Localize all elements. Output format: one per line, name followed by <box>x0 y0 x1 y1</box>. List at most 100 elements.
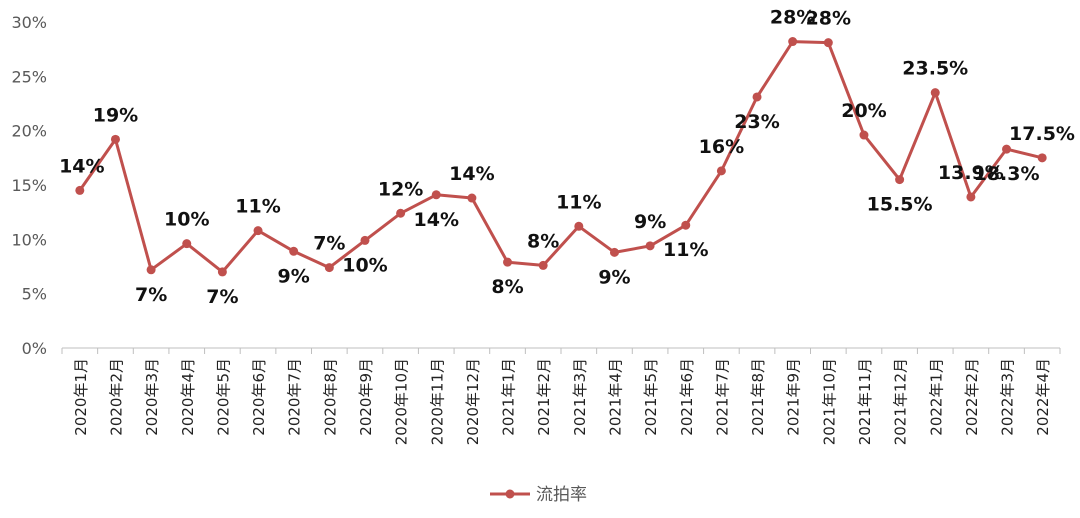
x-tick-label: 2020年4月 <box>179 358 197 436</box>
data-point <box>146 265 156 275</box>
data-point <box>823 38 833 48</box>
data-label: 9% <box>634 211 666 233</box>
x-tick-label: 2021年4月 <box>606 358 624 436</box>
x-tick-label: 2022年4月 <box>1034 358 1052 436</box>
data-point <box>289 246 299 256</box>
y-tick-label: 25% <box>11 67 47 86</box>
x-tick-label: 2021年3月 <box>571 358 589 436</box>
data-point <box>966 192 976 202</box>
data-label: 15.5% <box>867 194 933 216</box>
data-label: 14% <box>59 155 104 177</box>
data-label: 16% <box>699 136 744 158</box>
data-label: 8% <box>491 276 523 298</box>
x-tick-label: 2020年3月 <box>143 358 161 436</box>
data-point <box>360 235 370 245</box>
x-tick-label: 2021年7月 <box>713 358 731 436</box>
x-axis: 2020年1月 2020年2月 2020年3月 2020年4月 2020年5月 2020年… <box>61 348 1061 445</box>
data-label: 12% <box>378 178 423 200</box>
data-point <box>752 92 762 102</box>
x-tick-label: 2020年12月 <box>464 358 482 445</box>
data-point <box>1037 153 1047 163</box>
y-tick-label: 5% <box>22 285 47 304</box>
data-label: 8% <box>527 230 559 252</box>
data-label: 11% <box>235 196 280 218</box>
data-point <box>431 190 441 200</box>
data-label: 11% <box>556 191 601 213</box>
x-tick-label: 2020年7月 <box>286 358 304 436</box>
y-tick-label: 10% <box>11 230 47 249</box>
data-points <box>75 37 1047 277</box>
x-tick-label: 2021年10月 <box>820 358 838 445</box>
data-label: 7% <box>135 284 167 306</box>
x-tick-label: 2022年3月 <box>999 358 1017 436</box>
data-label: 7% <box>313 233 345 255</box>
data-point <box>253 226 263 236</box>
x-tick-label: 2020年10月 <box>393 358 411 445</box>
x-tick-label: 2021年11月 <box>856 358 874 445</box>
data-point <box>182 239 192 249</box>
data-label: 9% <box>278 265 310 287</box>
x-tick-label: 2021年8月 <box>749 358 767 436</box>
x-tick-label: 2022年1月 <box>927 358 945 436</box>
data-point <box>716 166 726 176</box>
y-tick-label: 30% <box>11 13 47 32</box>
data-label: 23.5% <box>902 58 968 80</box>
data-label: 23% <box>734 111 779 133</box>
x-tick-label: 2020年5月 <box>214 358 232 436</box>
x-tick-label: 2020年1月 <box>72 358 90 436</box>
data-label: 9% <box>598 266 630 288</box>
legend-label: 流拍率 <box>536 485 587 505</box>
data-label: 10% <box>342 254 387 276</box>
data-point <box>681 220 691 230</box>
data-label: 13.9% <box>938 162 1004 184</box>
data-point <box>930 88 940 98</box>
x-tick-label: 2020年6月 <box>250 358 268 436</box>
x-tick-label: 2021年1月 <box>500 358 518 436</box>
y-axis: 0% 5% 10% 15% 20% 25% 30% <box>11 13 47 358</box>
data-point <box>396 208 406 218</box>
data-label: 17.5% <box>1009 123 1075 145</box>
data-point <box>645 241 655 251</box>
y-tick-label: 0% <box>22 339 47 358</box>
data-point <box>110 134 120 144</box>
data-point <box>467 193 477 203</box>
data-label: 28% <box>806 8 851 30</box>
data-point <box>859 130 869 140</box>
data-label: 19% <box>93 104 138 126</box>
x-tick-label: 2021年6月 <box>678 358 696 436</box>
data-label: 11% <box>663 239 708 261</box>
legend-marker <box>505 489 515 499</box>
x-tick-label: 2020年8月 <box>321 358 339 436</box>
data-label: 20% <box>841 100 886 122</box>
data-point <box>75 185 85 195</box>
data-point <box>895 175 905 185</box>
data-label: 28% <box>770 7 815 29</box>
x-tick-label: 2020年9月 <box>357 358 375 436</box>
data-point <box>217 267 227 277</box>
x-tick-label: 2020年11月 <box>428 358 446 445</box>
x-tick-label: 2021年12月 <box>892 358 910 445</box>
data-label: 14% <box>414 209 459 231</box>
legend: 流拍率 <box>490 485 587 505</box>
data-label: 10% <box>164 209 209 231</box>
y-tick-label: 15% <box>11 176 47 195</box>
data-point <box>609 247 619 257</box>
data-point <box>324 263 334 273</box>
x-tick-label: 2021年2月 <box>535 358 553 436</box>
data-label: 14% <box>449 163 494 185</box>
data-point <box>574 221 584 231</box>
data-point <box>1002 144 1012 154</box>
data-labels: 14%19%7%10%7%11%9%7%10%12%14%14%8%8%11%9… <box>59 7 1075 308</box>
x-tick-label: 2020年2月 <box>107 358 125 436</box>
data-point <box>788 37 798 47</box>
data-point <box>538 260 548 270</box>
y-tick-label: 20% <box>11 122 47 141</box>
series-line <box>78 40 1043 274</box>
x-tick-label: 2021年5月 <box>642 358 660 436</box>
x-tick-label: 2022年2月 <box>963 358 981 436</box>
data-point <box>503 257 513 267</box>
data-label: 7% <box>206 286 238 308</box>
x-tick-label: 2021年9月 <box>785 358 803 436</box>
data-label: 18.3% <box>974 163 1040 185</box>
